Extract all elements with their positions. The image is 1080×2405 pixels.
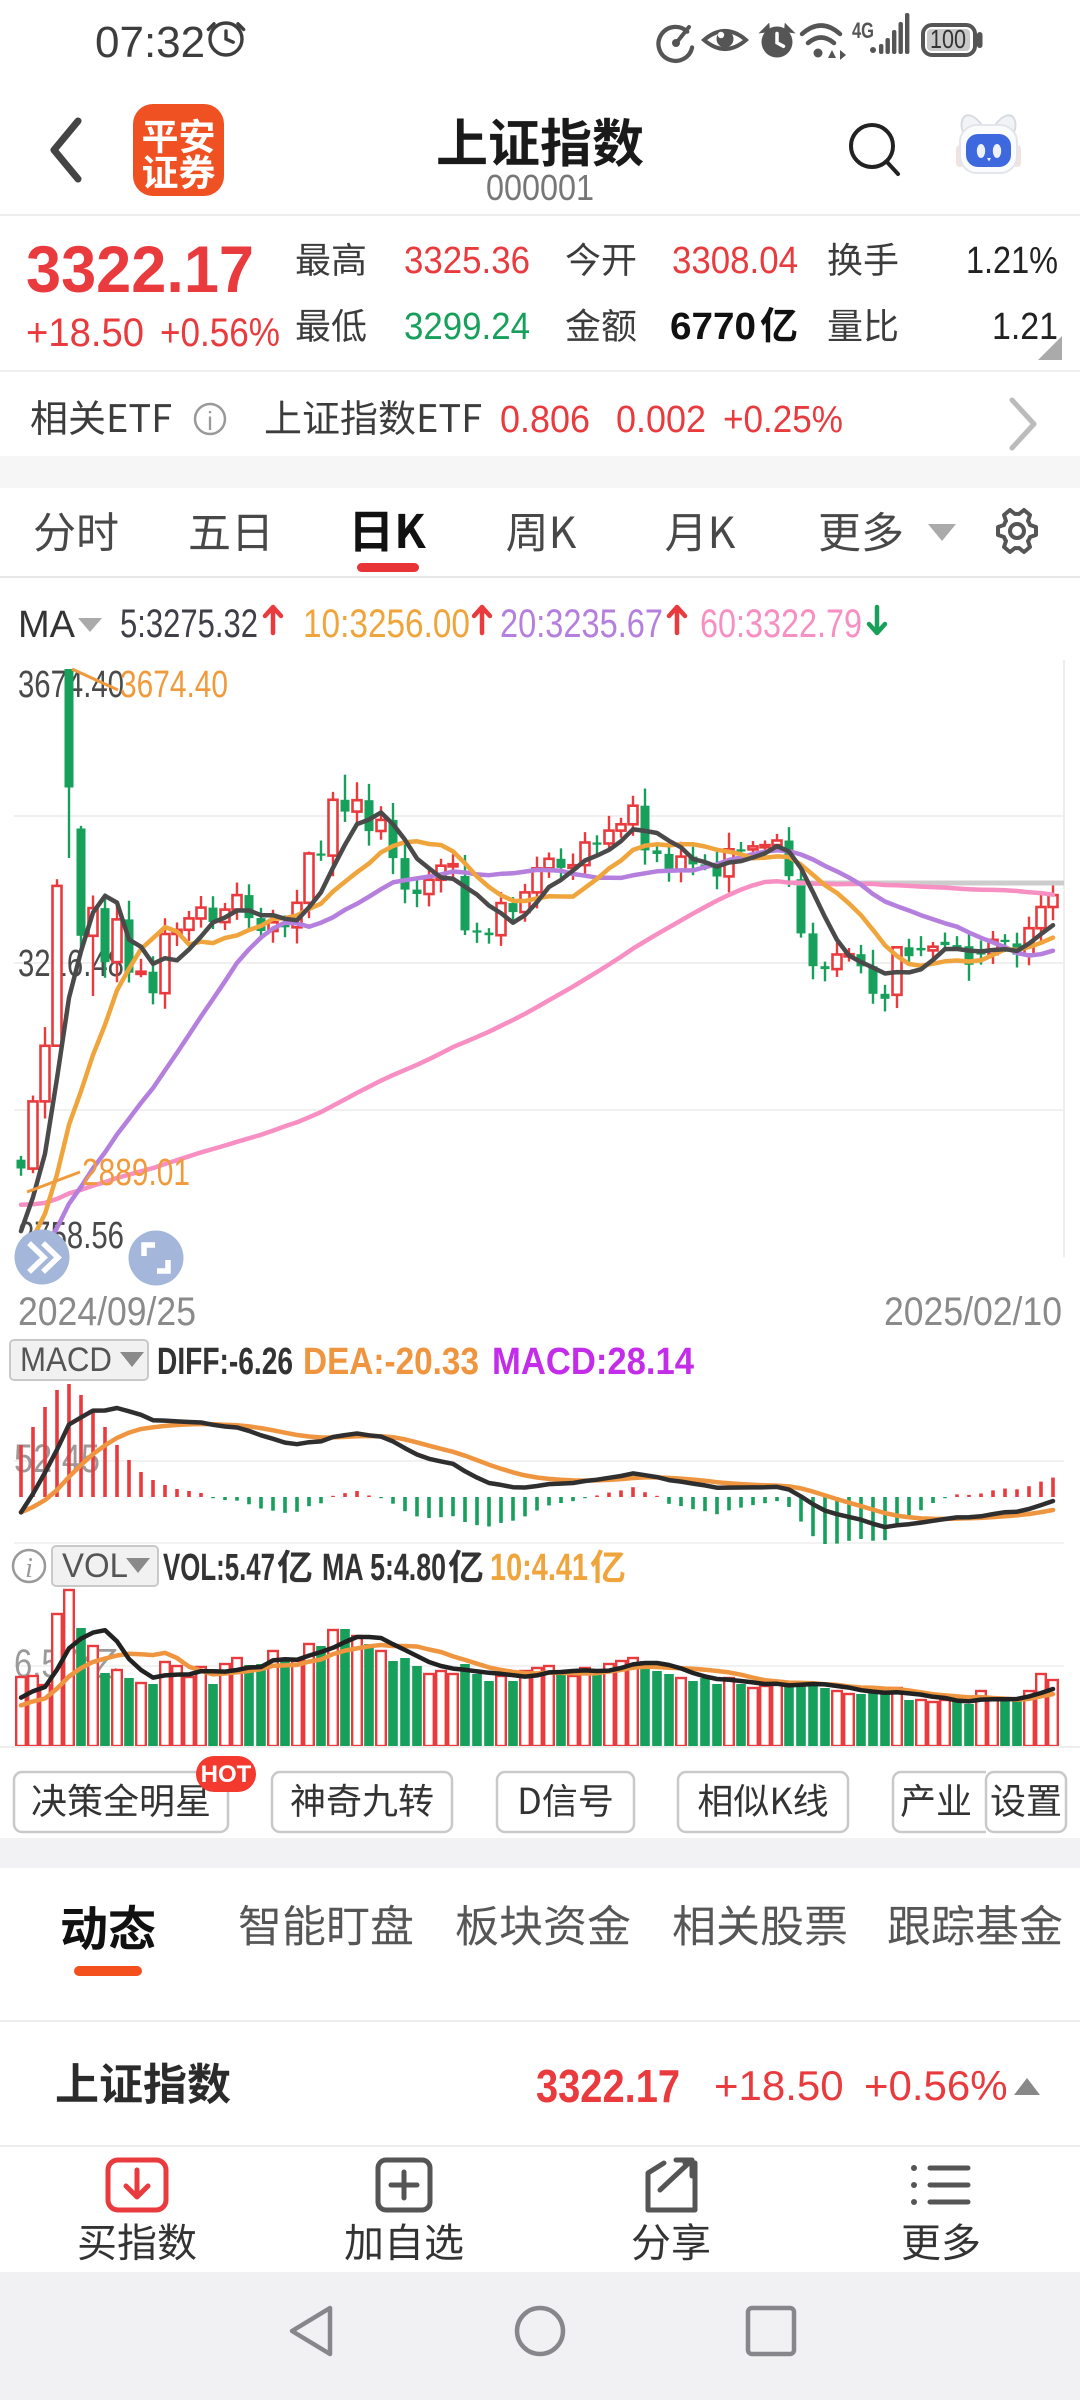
svg-text:0.002: 0.002 bbox=[616, 399, 706, 441]
svg-text:i: i bbox=[25, 1553, 33, 1584]
svg-text:2889.01: 2889.01 bbox=[82, 1152, 190, 1194]
svg-text:DIFF:-6.26: DIFF:-6.26 bbox=[157, 1341, 293, 1383]
svg-text:3322.17: 3322.17 bbox=[26, 232, 254, 306]
svg-text:4G: 4G bbox=[852, 18, 874, 43]
svg-text:100: 100 bbox=[930, 24, 966, 54]
svg-text:MA: MA bbox=[18, 604, 76, 646]
svg-text:+18.50: +18.50 bbox=[26, 311, 144, 355]
svg-text:20:3235.67: 20:3235.67 bbox=[500, 602, 663, 646]
svg-text:+0.25%: +0.25% bbox=[723, 399, 843, 441]
svg-text:5:3275.32: 5:3275.32 bbox=[120, 602, 258, 646]
svg-text:1.21: 1.21 bbox=[992, 306, 1058, 348]
svg-text:MACD: MACD bbox=[20, 1341, 112, 1379]
svg-text:DEA:-20.33: DEA:-20.33 bbox=[303, 1341, 479, 1383]
svg-text:3325.36: 3325.36 bbox=[404, 240, 530, 282]
svg-text:2024/09/25: 2024/09/25 bbox=[18, 1290, 196, 1334]
svg-text:0.806: 0.806 bbox=[500, 399, 590, 441]
svg-text:07:32: 07:32 bbox=[95, 18, 205, 67]
svg-text:60:3322.79: 60:3322.79 bbox=[700, 602, 862, 646]
svg-text:i: i bbox=[207, 406, 213, 436]
svg-text:2025/02/10: 2025/02/10 bbox=[884, 1290, 1062, 1334]
svg-text:3299.24: 3299.24 bbox=[404, 306, 530, 348]
svg-text:3308.04: 3308.04 bbox=[672, 240, 798, 282]
svg-text:10:4.41: 10:4.41 bbox=[490, 1547, 588, 1589]
svg-text:3674.40: 3674.40 bbox=[120, 664, 228, 706]
svg-text:VOL: VOL bbox=[62, 1547, 128, 1585]
svg-text:HOT: HOT bbox=[201, 1761, 252, 1788]
svg-text:+0.56%: +0.56% bbox=[864, 2062, 1008, 2109]
svg-text:MACD:28.14: MACD:28.14 bbox=[492, 1341, 694, 1383]
svg-text:3322.17: 3322.17 bbox=[536, 2060, 680, 2112]
svg-text:+0.56%: +0.56% bbox=[160, 311, 280, 355]
svg-text:1.21%: 1.21% bbox=[966, 240, 1058, 282]
svg-text:000001: 000001 bbox=[486, 167, 594, 208]
svg-text:VOL:5.47: VOL:5.47 bbox=[163, 1547, 275, 1589]
svg-text:6770: 6770 bbox=[670, 306, 756, 348]
svg-text:MA 5:4.80: MA 5:4.80 bbox=[322, 1547, 446, 1589]
svg-text:+18.50: +18.50 bbox=[714, 2062, 844, 2109]
svg-text:10:3256.00: 10:3256.00 bbox=[303, 602, 470, 646]
